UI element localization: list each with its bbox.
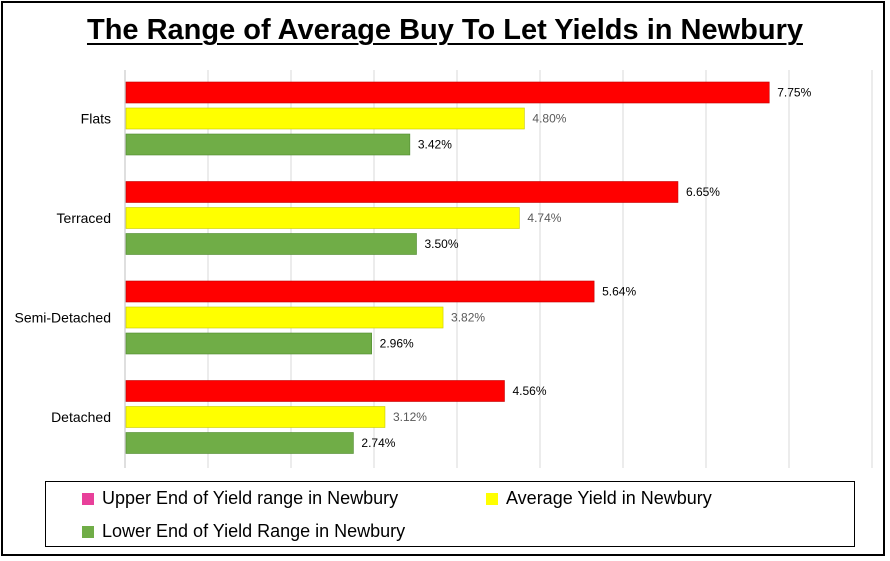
bar-chart: 7.75% 4.80% 3.42% Flats 6.65% 4.74% 3.50% Terra…	[15, 70, 873, 468]
bar	[125, 406, 386, 428]
legend-swatch-lower	[82, 525, 94, 538]
data-label: 3.82%	[451, 311, 485, 325]
bar	[125, 181, 679, 203]
bar	[125, 107, 525, 130]
chart-title: The Range of Average Buy To Let Yields i…	[86, 14, 803, 46]
data-label: 5.64%	[602, 285, 636, 299]
data-label: 4.74%	[527, 211, 561, 225]
bar	[125, 332, 372, 355]
legend-item-upper: Upper End of Yield range in Newbury	[82, 488, 398, 509]
data-label: 2.96%	[380, 337, 414, 351]
chart-legend: Upper End of Yield range in Newbury Aver…	[45, 481, 855, 547]
data-label: 3.42%	[418, 138, 452, 152]
legend-item-average: Average Yield in Newbury	[486, 488, 712, 509]
legend-swatch-average	[486, 492, 498, 505]
bar	[125, 207, 520, 229]
bar	[125, 432, 354, 454]
bar	[125, 306, 444, 329]
legend-item-lower: Lower End of Yield Range in Newbury	[82, 521, 405, 542]
data-label: 4.56%	[512, 384, 546, 398]
data-label: 7.75%	[777, 86, 811, 100]
legend-label-lower: Lower End of Yield Range in Newbury	[102, 521, 406, 541]
data-label: 2.74%	[361, 436, 395, 450]
legend-label-average: Average Yield in Newbury	[506, 488, 712, 508]
bar	[125, 233, 417, 255]
legend-swatch-upper	[82, 492, 94, 505]
category-label: Flats	[81, 111, 111, 127]
data-label: 6.65%	[686, 185, 720, 199]
bar	[125, 133, 411, 156]
bar	[125, 380, 505, 402]
category-label: Detached	[51, 409, 111, 425]
data-label: 3.12%	[393, 410, 427, 424]
category-label: Semi-Detached	[15, 310, 112, 326]
data-label: 3.50%	[425, 237, 459, 251]
category-label: Terraced	[57, 210, 111, 226]
data-label: 4.80%	[532, 112, 566, 126]
bar	[125, 280, 595, 303]
bar	[125, 81, 770, 104]
legend-label-upper: Upper End of Yield range in Newbury	[102, 488, 399, 508]
